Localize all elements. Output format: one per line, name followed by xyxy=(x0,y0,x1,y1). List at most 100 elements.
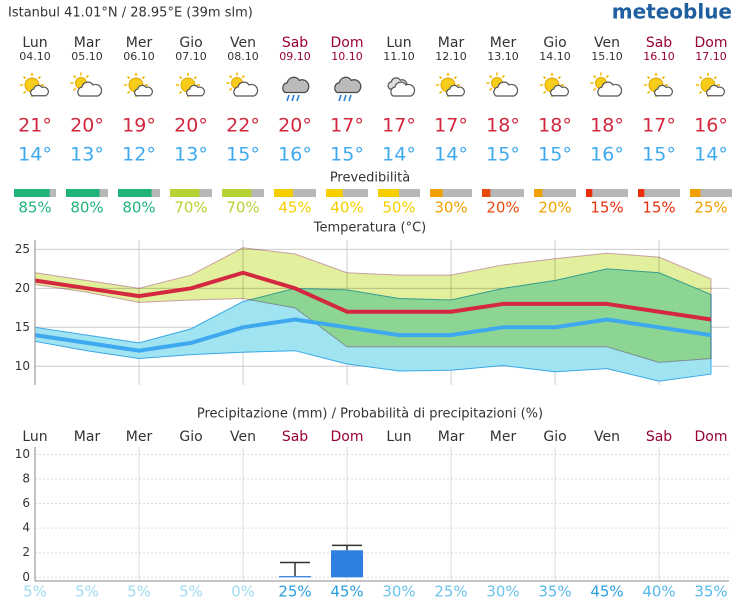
sun-ray xyxy=(698,75,703,80)
min-temp: 15° xyxy=(538,144,572,166)
day-date: 14.10 xyxy=(539,50,571,63)
y-tick-label: 25 xyxy=(15,242,30,256)
sun-ray xyxy=(22,90,27,95)
predictability-bar xyxy=(170,189,200,197)
min-temp: 16° xyxy=(590,144,624,166)
x-tick-label: Dom xyxy=(695,429,728,445)
precipitation-title: Precipitazione (mm) / Probabilità di pre… xyxy=(197,407,543,422)
predictability-track xyxy=(482,189,524,197)
max-temp: 21° xyxy=(18,115,52,137)
sun-ray xyxy=(141,75,146,80)
cloud xyxy=(597,81,623,97)
min-temp: 15° xyxy=(642,144,676,166)
weather-icon xyxy=(436,73,465,97)
predictability-label: 70% xyxy=(226,199,259,217)
sun-ray xyxy=(646,90,651,95)
sun-ray xyxy=(193,75,198,80)
day-name: Lun xyxy=(22,35,47,51)
day-name: Sab xyxy=(646,35,672,51)
x-tick-label: Dom xyxy=(331,429,364,445)
cloud xyxy=(134,84,153,97)
predictability-bar xyxy=(326,189,343,197)
probability-label: 45% xyxy=(590,583,623,600)
predictability-label: 50% xyxy=(382,199,415,217)
x-tick-label: Gio xyxy=(543,429,566,445)
cloud xyxy=(282,76,310,94)
cloud xyxy=(493,81,519,97)
day-date: 05.10 xyxy=(71,50,103,63)
predictability-bar xyxy=(14,189,50,197)
day-date: 11.10 xyxy=(383,50,415,63)
day-name: Gio xyxy=(179,35,202,51)
predictability-bar xyxy=(586,189,593,197)
min-temp: 14° xyxy=(18,144,52,166)
sun-ray xyxy=(542,75,547,80)
day-name: Mar xyxy=(438,35,465,51)
probability-label: 5% xyxy=(127,583,151,600)
predictability-label: 25% xyxy=(694,199,727,217)
error-bar xyxy=(280,561,310,577)
probability-label: 0% xyxy=(231,583,255,600)
bar xyxy=(279,576,311,578)
rain-drop xyxy=(286,94,290,102)
day-name: Ven xyxy=(594,35,620,51)
y-tick-label: 4 xyxy=(22,521,30,535)
x-tick-label: Sab xyxy=(646,429,672,445)
weather-icon xyxy=(70,72,103,97)
max-temp: 17° xyxy=(330,115,364,137)
predictability-label: 40% xyxy=(330,199,363,217)
probability-label: 25% xyxy=(278,583,311,600)
cloud xyxy=(77,81,103,97)
brand: meteoblue xyxy=(612,0,732,24)
sun-ray xyxy=(605,75,609,79)
predictability-title: Prevedibilità xyxy=(330,171,410,186)
day-name: Lun xyxy=(386,35,411,51)
y-tick-label: 20 xyxy=(15,281,30,295)
day-date: 06.10 xyxy=(123,50,155,63)
day-date: 04.10 xyxy=(19,50,51,63)
predictability-label: 20% xyxy=(538,199,571,217)
day-name: Gio xyxy=(543,35,566,51)
predictability-label: 15% xyxy=(590,199,623,217)
day-name: Sab xyxy=(282,35,308,51)
x-tick-label: Ven xyxy=(594,429,620,445)
temperature-line xyxy=(34,317,712,353)
sun-ray xyxy=(178,90,183,95)
sun-ray xyxy=(73,75,77,79)
sun-ray xyxy=(593,87,597,91)
weather-icon xyxy=(334,76,362,102)
day-name: Ven xyxy=(230,35,256,51)
max-temp: 20° xyxy=(70,115,104,137)
probability-label: 40% xyxy=(642,583,675,600)
day-name: Dom xyxy=(695,35,728,51)
min-temp: 15° xyxy=(226,144,260,166)
sun-ray xyxy=(593,75,597,79)
predictability-label: 85% xyxy=(18,199,51,217)
sun-ray xyxy=(661,75,666,80)
sun-ray xyxy=(713,75,718,80)
rain-drop xyxy=(291,94,295,102)
y-tick-label: 10 xyxy=(15,359,30,373)
sun-ray xyxy=(85,75,89,79)
sun-ray xyxy=(22,75,27,80)
cloud xyxy=(550,84,569,97)
predictability-bar xyxy=(482,189,491,197)
predictability-label: 20% xyxy=(486,199,519,217)
predictability-track xyxy=(638,189,680,197)
bar xyxy=(331,550,363,578)
weather-icon xyxy=(176,73,205,97)
predictability-label: 45% xyxy=(278,199,311,217)
day-name: Mar xyxy=(74,35,101,51)
weather-icon xyxy=(282,76,310,102)
x-tick-label: Mar xyxy=(74,429,101,445)
predictability-label: 15% xyxy=(642,199,675,217)
sun-ray xyxy=(241,75,245,79)
x-tick-label: Gio xyxy=(179,429,202,445)
min-temp: 14° xyxy=(434,144,468,166)
rain-drop xyxy=(348,94,352,102)
sun-ray xyxy=(489,75,493,79)
probability-label: 45% xyxy=(330,583,363,600)
predictability-bar xyxy=(534,189,543,197)
sun-ray xyxy=(229,87,233,91)
max-temp: 19° xyxy=(122,115,156,137)
